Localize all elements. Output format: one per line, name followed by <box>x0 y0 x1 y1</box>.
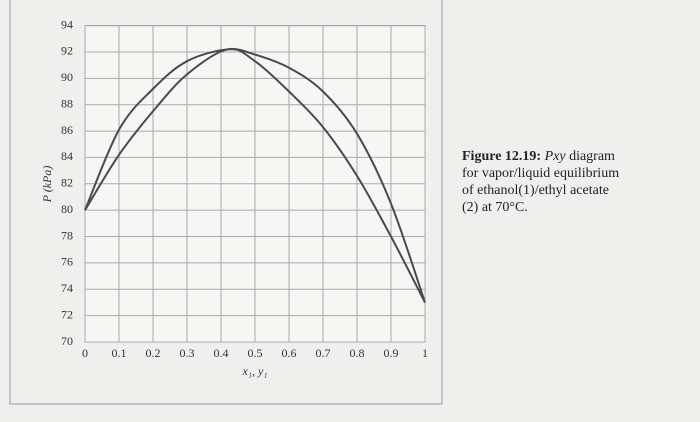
caption-line: for vapor/liquid equilibrium <box>462 166 620 181</box>
x-tick-label: 1 <box>422 346 428 360</box>
x-tick-label: 0.9 <box>384 346 399 360</box>
x-tick-label: 0.2 <box>146 346 161 360</box>
caption-italic: Pxy <box>544 149 566 164</box>
caption-line: diagram <box>569 149 615 164</box>
y-tick-label: 82 <box>61 176 73 190</box>
y-tick-label: 70 <box>61 334 73 348</box>
caption-line: of ethanol(1)/ethyl acetate <box>462 183 609 198</box>
x-tick-label: 0.7 <box>316 346 331 360</box>
y-tick-label: 92 <box>61 44 73 58</box>
y-tick-label: 80 <box>61 202 73 216</box>
x-tick-label: 0.8 <box>350 346 365 360</box>
x-axis-label: x₁, y₁ <box>242 364 268 378</box>
x-tick-label: 0.3 <box>180 346 195 360</box>
caption: Figure 12.19: Pxy diagram for vapor/liqu… <box>462 148 662 216</box>
x-tick-label: 0.5 <box>248 346 263 360</box>
caption-label: Figure 12.19: <box>462 149 542 164</box>
x-tick-label: 0.6 <box>282 346 297 360</box>
y-axis-label: P (kPa) <box>40 166 54 204</box>
y-tick-label: 72 <box>61 307 73 321</box>
y-tick-label: 86 <box>61 123 73 137</box>
x-tick-label: 0.4 <box>214 346 229 360</box>
y-tick-label: 88 <box>61 96 73 110</box>
y-tick-label: 90 <box>61 70 73 84</box>
y-tick-label: 76 <box>61 255 73 269</box>
y-tick-label: 84 <box>61 149 73 163</box>
x-tick-label: 0.1 <box>112 346 127 360</box>
x-tick-label: 0 <box>82 346 88 360</box>
curve <box>84 48 426 303</box>
y-tick-label: 94 <box>61 17 73 31</box>
frame <box>9 0 443 405</box>
y-tick-label: 78 <box>61 228 73 242</box>
y-tick-label: 74 <box>61 281 73 295</box>
caption-line: (2) at 70°C. <box>462 200 528 215</box>
curve <box>84 47 426 303</box>
